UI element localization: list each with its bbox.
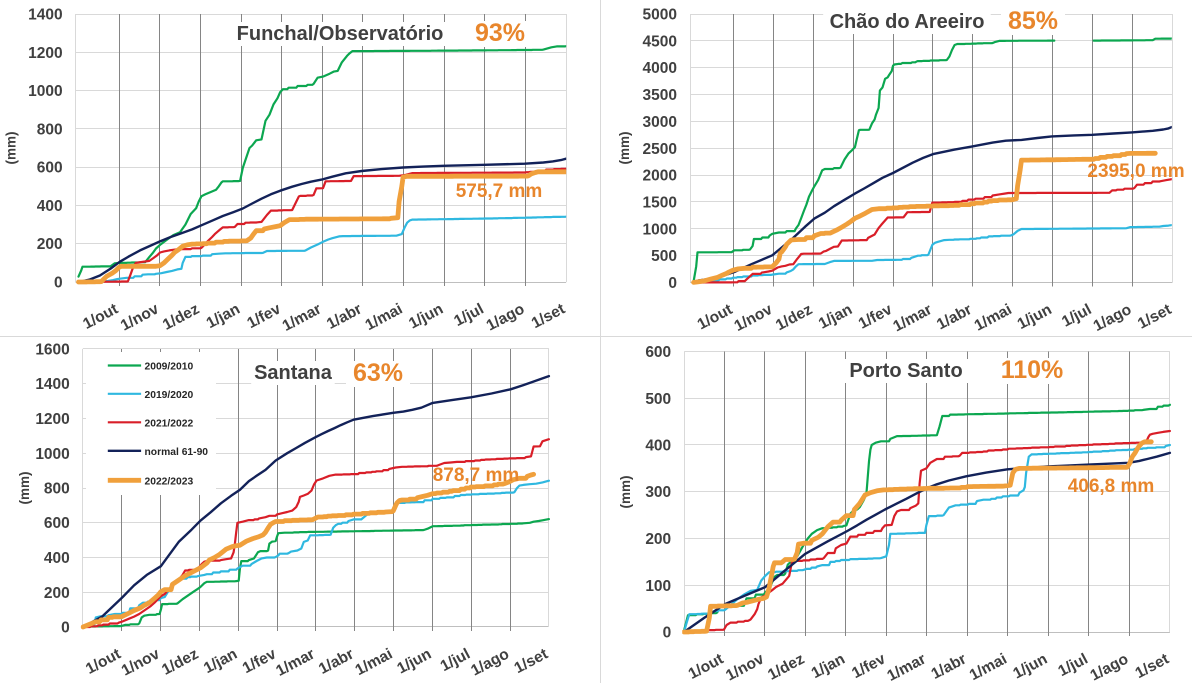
svg-text:0: 0 <box>663 625 672 642</box>
svg-text:800: 800 <box>37 121 63 138</box>
svg-text:3500: 3500 <box>643 87 677 104</box>
svg-text:1500: 1500 <box>643 194 677 211</box>
svg-text:(mm): (mm) <box>17 472 32 505</box>
svg-text:Porto Santo: Porto Santo <box>849 360 962 382</box>
svg-text:400: 400 <box>44 550 70 567</box>
svg-text:93%: 93% <box>475 19 525 47</box>
svg-text:1600: 1600 <box>35 342 69 359</box>
svg-text:1000: 1000 <box>35 446 69 463</box>
svg-text:Funchal/Observatório: Funchal/Observatório <box>237 23 444 45</box>
svg-text:0: 0 <box>54 275 63 292</box>
svg-text:normal 61-90: normal 61-90 <box>145 447 209 458</box>
svg-text:2000: 2000 <box>643 168 677 185</box>
svg-text:0: 0 <box>61 620 70 637</box>
svg-text:2021/2022: 2021/2022 <box>145 418 194 429</box>
svg-text:4500: 4500 <box>643 33 677 50</box>
svg-text:1000: 1000 <box>643 221 677 238</box>
svg-text:600: 600 <box>645 344 671 361</box>
svg-text:1000: 1000 <box>28 83 62 100</box>
svg-text:500: 500 <box>651 248 677 265</box>
svg-text:0: 0 <box>668 275 677 292</box>
svg-text:3000: 3000 <box>643 114 677 131</box>
svg-text:(mm): (mm) <box>618 476 633 509</box>
svg-text:2022/2023: 2022/2023 <box>145 476 194 487</box>
svg-text:110%: 110% <box>1001 356 1064 384</box>
svg-text:100: 100 <box>645 578 671 595</box>
svg-text:2009/2010: 2009/2010 <box>145 362 194 373</box>
svg-text:1200: 1200 <box>35 411 69 428</box>
svg-text:1400: 1400 <box>28 7 62 24</box>
svg-text:1400: 1400 <box>35 376 69 393</box>
svg-text:600: 600 <box>44 515 70 532</box>
svg-text:200: 200 <box>37 236 63 253</box>
svg-text:500: 500 <box>645 391 671 408</box>
svg-text:63%: 63% <box>353 359 403 387</box>
svg-text:400: 400 <box>37 198 63 215</box>
svg-text:(mm): (mm) <box>617 132 632 165</box>
svg-text:5000: 5000 <box>643 7 677 24</box>
svg-text:2019/2020: 2019/2020 <box>145 390 194 401</box>
svg-text:4000: 4000 <box>643 60 677 77</box>
svg-text:200: 200 <box>645 531 671 548</box>
svg-text:85%: 85% <box>1008 7 1058 35</box>
svg-text:200: 200 <box>44 585 70 602</box>
svg-text:400: 400 <box>645 438 671 455</box>
svg-text:600: 600 <box>37 160 63 177</box>
svg-text:800: 800 <box>44 481 70 498</box>
svg-text:300: 300 <box>645 484 671 501</box>
svg-text:878,7 mm: 878,7 mm <box>433 465 520 486</box>
svg-text:(mm): (mm) <box>4 132 19 165</box>
svg-text:1200: 1200 <box>28 45 62 62</box>
svg-text:575,7 mm: 575,7 mm <box>456 181 543 202</box>
svg-text:Chão do Areeiro: Chão do Areeiro <box>830 11 985 33</box>
svg-text:406,8 mm: 406,8 mm <box>1068 476 1155 497</box>
svg-text:2500: 2500 <box>643 141 677 158</box>
svg-text:2395,0 mm: 2395,0 mm <box>1087 161 1184 182</box>
svg-text:Santana: Santana <box>254 362 333 384</box>
